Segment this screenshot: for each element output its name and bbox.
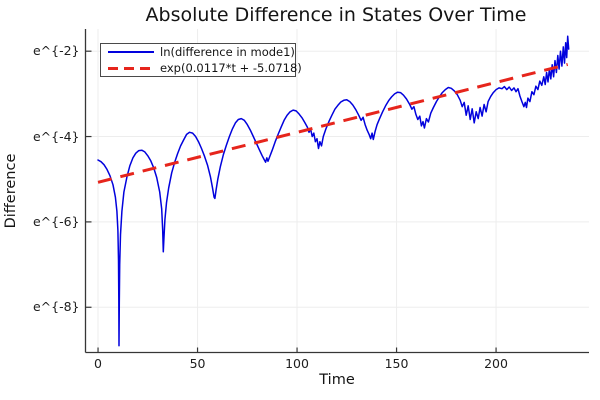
legend-label-fit: exp(0.0117*t + -5.0718) xyxy=(160,61,302,75)
series-ln-difference xyxy=(97,35,570,347)
legend-box: ln(difference in mode1) exp(0.0117*t + -… xyxy=(100,43,302,77)
y-axis-label: Difference xyxy=(3,153,19,229)
y-tick-label: e^{-4} xyxy=(32,128,80,144)
x-axis-label: Time xyxy=(319,372,355,388)
legend-line-sample-blue xyxy=(108,51,154,53)
legend-entry-series: ln(difference in mode1) xyxy=(108,45,295,59)
x-tick-label: 100 xyxy=(285,356,309,371)
y-tick-label: e^{-2} xyxy=(32,43,80,59)
chart-title: Absolute Difference in States Over Time xyxy=(145,4,527,26)
legend-line-sample-red xyxy=(108,66,154,70)
x-tick-label: 200 xyxy=(484,356,508,371)
legend-entry-fit: exp(0.0117*t + -5.0718) xyxy=(108,61,302,75)
x-tick-label: 0 xyxy=(94,356,102,371)
y-tick-label: e^{-6} xyxy=(32,213,80,229)
y-tick-label: e^{-8} xyxy=(32,299,80,315)
legend-label-series: ln(difference in mode1) xyxy=(160,45,295,59)
x-tick-label: 150 xyxy=(384,356,409,371)
x-tick-label: 50 xyxy=(189,356,206,371)
series-fit-line xyxy=(97,62,569,184)
